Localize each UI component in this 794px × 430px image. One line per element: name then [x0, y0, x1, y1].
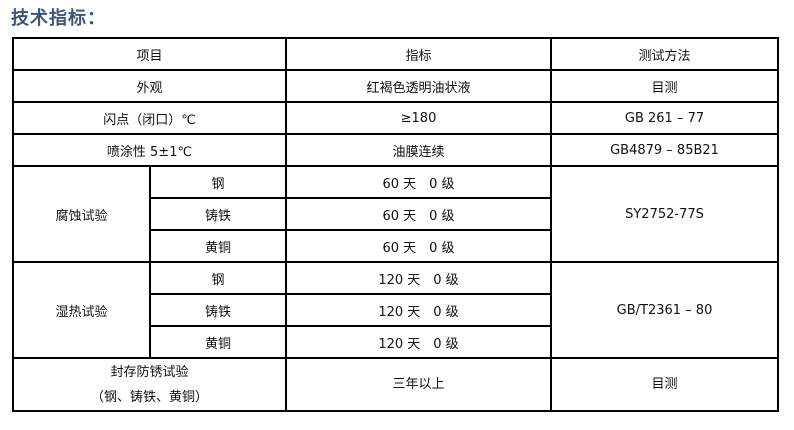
row-method: 目测	[550, 69, 779, 103]
spec-table: 项目 指标 测试方法 外观 红褐色透明油状液 目测 闪点（闭口）℃ ≥180 G…	[12, 37, 779, 412]
row-item-line2: （钢、铸铁、黄铜）	[90, 389, 208, 405]
table-row: 黄铜 60 天 0 级	[13, 229, 778, 263]
row-metal: 铸铁	[149, 197, 287, 231]
row-method: GB4879 – 85B21	[550, 133, 779, 167]
row-metal: 黄铜	[149, 325, 287, 359]
table-header-row: 项目 指标 测试方法	[12, 37, 779, 71]
table-row: 闪点（闭口）℃ ≥180 GB 261 – 77	[12, 101, 779, 135]
table-row: 湿热试验 钢 120 天 0 级 GB/T2361 – 80	[12, 261, 779, 359]
row-item: 湿热试验	[12, 261, 151, 359]
row-value: ≥180	[285, 101, 552, 135]
table-row: 黄铜 120 天 0 级	[13, 325, 778, 359]
row-value: 60 天 0 级	[285, 229, 552, 263]
row-item: 封存防锈试验 （钢、铸铁、黄铜）	[12, 357, 287, 412]
row-value: 三年以上	[285, 357, 552, 412]
row-method: GB/T2361 – 80	[550, 261, 779, 359]
row-metal: 铸铁	[149, 293, 287, 327]
table-row: 铸铁 120 天 0 级	[13, 293, 778, 327]
row-value: 120 天 0 级	[285, 261, 552, 295]
row-item: 外观	[12, 69, 287, 103]
row-item: 腐蚀试验	[12, 165, 151, 263]
header-spec: 指标	[285, 37, 552, 71]
row-item-line1: 封存防锈试验	[110, 364, 189, 380]
row-value: 油膜连续	[285, 133, 552, 167]
row-method: SY2752-77S	[550, 165, 779, 263]
row-value: 120 天 0 级	[285, 293, 552, 327]
header-method: 测试方法	[550, 37, 779, 71]
row-item: 喷涂性 5±1℃	[12, 133, 287, 167]
row-value: 60 天 0 级	[285, 197, 552, 231]
row-method: GB 261 – 77	[550, 101, 779, 135]
row-item: 闪点（闭口）℃	[12, 101, 287, 135]
row-value: 红褐色透明油状液	[285, 69, 552, 103]
row-value: 60 天 0 级	[285, 165, 552, 199]
row-metal: 钢	[149, 261, 287, 295]
table-row: 铸铁 60 天 0 级	[13, 197, 778, 231]
table-row: 喷涂性 5±1℃ 油膜连续 GB4879 – 85B21	[12, 133, 779, 167]
row-metal: 钢	[149, 165, 287, 199]
row-method: 目测	[550, 357, 779, 412]
row-value: 120 天 0 级	[285, 325, 552, 359]
table-row: 外观 红褐色透明油状液 目测	[12, 69, 779, 103]
section-title: 技术指标：	[11, 8, 106, 29]
table-row: 封存防锈试验 （钢、铸铁、黄铜） 三年以上 目测	[12, 357, 779, 412]
row-metal: 黄铜	[149, 229, 287, 263]
header-item: 项目	[12, 37, 287, 71]
table-row: 腐蚀试验 钢 60 天 0 级 SY2752-77S	[12, 165, 779, 263]
